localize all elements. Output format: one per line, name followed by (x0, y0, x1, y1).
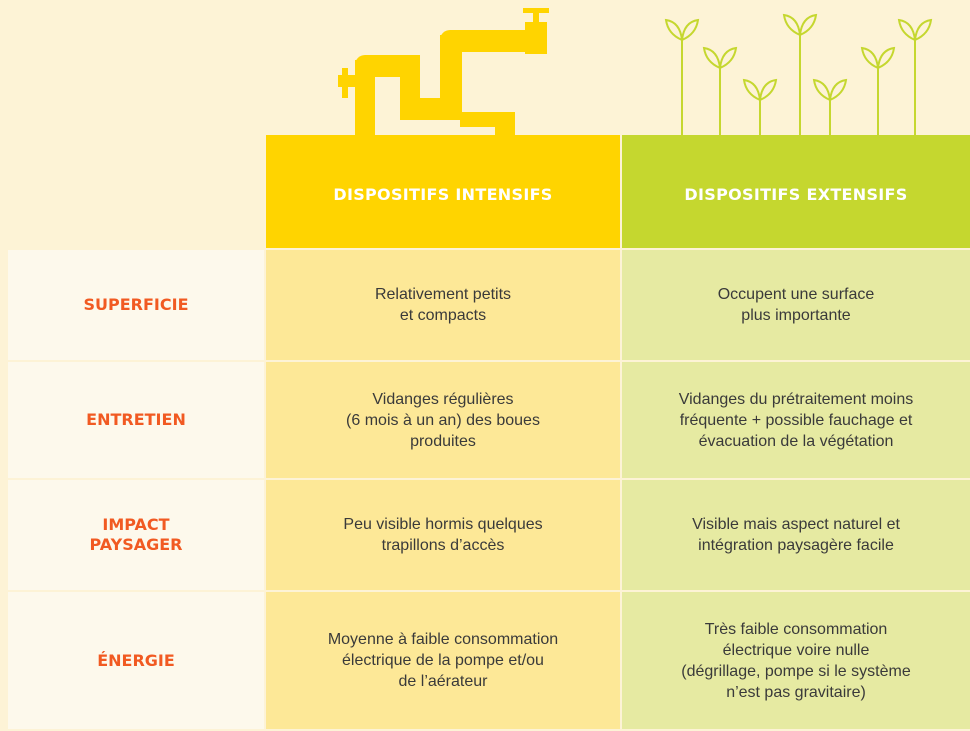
label-cell: IMPACT PAYSAGER (8, 480, 264, 590)
intensive-cell: Relativement petits et compacts (266, 250, 620, 360)
cell-line: de l’aérateur (398, 673, 488, 690)
cell-line: Visible mais aspect naturel et (692, 516, 900, 533)
cell-line: électrique de la pompe et/ou (342, 652, 544, 669)
label-cell: ÉNERGIE (8, 592, 264, 729)
cell-line: Vidanges du prétraitement moins (678, 390, 914, 408)
pipe-illustration (338, 8, 549, 135)
cell-line: Vidanges régulières (372, 390, 514, 408)
intensive-cell: Peu visible hormis quelques trapillons d’… (266, 480, 620, 590)
intensive-cell: Moyenne à faible consommation électrique … (266, 592, 620, 729)
cell-line: SUPERFICIE (83, 295, 189, 314)
label-cell: ENTRETIEN (8, 362, 264, 478)
extensive-cell: Occupent une surface plus importante (622, 250, 970, 360)
cell-line: fréquente + possible fauchage et (679, 411, 913, 429)
extensive-cell: Visible mais aspect naturel et intégratio… (622, 480, 970, 590)
cell-line: ÉNERGIE (97, 650, 175, 670)
extensive-cell: Vidanges du prétraitement moins fréquente… (622, 362, 970, 478)
label-cell: SUPERFICIE (8, 250, 264, 360)
cell-line: Relativement petits (374, 286, 512, 303)
cell-line: électrique voire nulle (722, 641, 870, 659)
cell-line: trapillons d’accès (381, 537, 505, 554)
cell-line: produites (410, 432, 476, 450)
cell-line: PAYSAGER (89, 535, 183, 554)
cell-line: (6 mois à un an) des boues (346, 411, 540, 429)
cell-line: et compacts (399, 307, 487, 324)
cell-line: intégration paysagère facile (698, 537, 894, 554)
cell-line: (dégrillage, pompe si le système (681, 662, 911, 680)
cell-line: Occupent une surface (717, 286, 875, 303)
cell-line: ENTRETIEN (86, 410, 186, 429)
plant-illustration (664, 13, 933, 135)
header-extensive: DISPOSITIFS EXTENSIFS (622, 135, 970, 248)
cell-line: Très faible consommation (704, 620, 888, 638)
cell-line: n’est pas gravitaire) (726, 683, 866, 701)
cell-line: plus importante (741, 307, 851, 324)
illustrations (338, 8, 933, 135)
cell-line: Peu visible hormis quelques (343, 516, 543, 533)
header-text: DISPOSITIFS EXTENSIFS (684, 185, 908, 204)
intensive-cell: Vidanges régulières (6 mois à un an) des … (266, 362, 620, 478)
cell-line: Moyenne à faible consommation (327, 631, 559, 648)
cell-line: évacuation de la végétation (698, 432, 894, 450)
extensive-cell: Très faible consommation électrique voire… (622, 592, 970, 729)
header-intensive: DISPOSITIFS INTENSIFS (266, 135, 620, 248)
header-text: DISPOSITIFS INTENSIFS (333, 185, 553, 204)
cell-line: IMPACT (102, 515, 170, 534)
